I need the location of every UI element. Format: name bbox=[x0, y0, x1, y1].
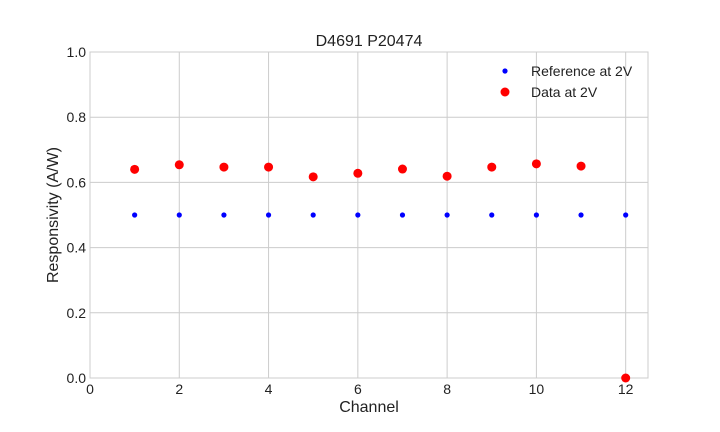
point-reference-at-2v bbox=[489, 212, 495, 218]
point-reference-at-2v bbox=[399, 212, 406, 218]
point-reference-at-2v bbox=[221, 212, 227, 218]
y-tick-label: 0.4 bbox=[67, 240, 87, 256]
point-reference-at-2v bbox=[444, 212, 450, 218]
point-data-at-2v bbox=[397, 164, 407, 174]
point-data-at-2v bbox=[487, 162, 497, 172]
point-data-at-2v bbox=[130, 164, 140, 174]
point-data-at-2v bbox=[264, 162, 274, 172]
x-tick-label: 12 bbox=[618, 381, 634, 397]
point-reference-at-2v bbox=[310, 212, 316, 218]
x-axis-label: Channel bbox=[339, 399, 399, 416]
point-data-at-2v bbox=[308, 172, 318, 182]
point-reference-at-2v bbox=[533, 212, 540, 218]
tick-labels: 0 2 4 6 8 10 12 0.0 0.2 0.4 0.6 0.8 1.0 bbox=[67, 44, 634, 397]
point-reference-at-2v bbox=[132, 212, 138, 218]
y-tick-label: 0.8 bbox=[67, 109, 87, 125]
legend-marker-data bbox=[500, 87, 510, 97]
x-tick-label: 4 bbox=[265, 381, 273, 397]
legend-marker-reference bbox=[502, 68, 508, 74]
plot-area bbox=[90, 52, 648, 378]
point-data-at-2v bbox=[442, 171, 452, 181]
point-reference-at-2v bbox=[265, 212, 272, 218]
point-data-at-2v bbox=[621, 373, 631, 383]
chart-title: D4691 P20474 bbox=[316, 33, 423, 50]
y-tick-label: 0.2 bbox=[67, 305, 87, 321]
point-data-at-2v bbox=[531, 159, 541, 169]
x-tick-label: 2 bbox=[175, 381, 183, 397]
point-reference-at-2v bbox=[176, 212, 182, 218]
point-data-at-2v bbox=[174, 160, 184, 170]
point-reference-at-2v bbox=[623, 212, 629, 218]
point-reference-at-2v bbox=[355, 212, 361, 218]
x-tick-label: 6 bbox=[354, 381, 362, 397]
point-reference-at-2v bbox=[578, 212, 584, 218]
point-data-at-2v bbox=[219, 162, 229, 172]
legend: Reference at 2V Data at 2V bbox=[500, 63, 633, 100]
plot-frame bbox=[89, 51, 649, 379]
data-marks bbox=[130, 159, 631, 383]
x-tick-label: 0 bbox=[86, 381, 94, 397]
y-tick-label: 0.6 bbox=[67, 174, 87, 190]
point-data-at-2v bbox=[353, 168, 363, 178]
legend-label-data: Data at 2V bbox=[531, 84, 598, 100]
legend-label-reference: Reference at 2V bbox=[531, 63, 633, 79]
point-data-at-2v bbox=[576, 161, 586, 171]
y-tick-label: 0.0 bbox=[67, 370, 87, 386]
x-tick-label: 10 bbox=[529, 381, 545, 397]
y-axis-label: Responsivity (A/W) bbox=[45, 147, 62, 283]
y-tick-label: 1.0 bbox=[67, 44, 87, 60]
x-tick-label: 8 bbox=[443, 381, 451, 397]
